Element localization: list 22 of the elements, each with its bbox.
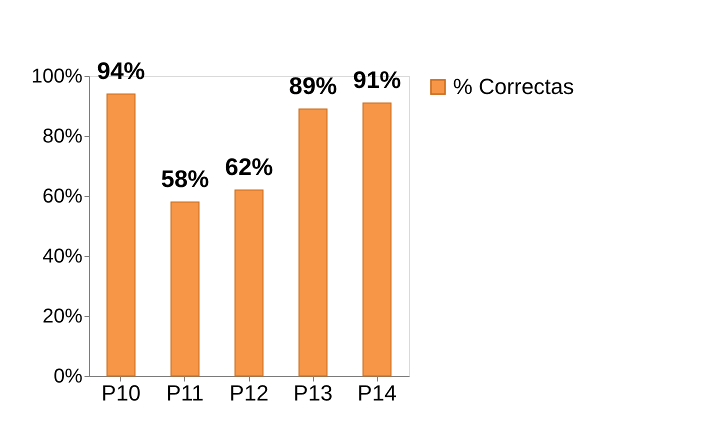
bar — [106, 94, 136, 376]
bar — [234, 190, 264, 376]
y-tick-label: 60% — [42, 186, 83, 208]
data-label: 62% — [224, 154, 274, 181]
data-label: 89% — [288, 73, 338, 100]
bar — [170, 202, 200, 376]
legend-label: % Correctas — [453, 74, 574, 99]
y-tick-label: 100% — [31, 66, 83, 88]
x-tick-label: P14 — [357, 380, 397, 406]
data-label: 58% — [160, 166, 210, 193]
bar — [298, 108, 328, 376]
y-tick-label: 0% — [54, 366, 83, 388]
y-tick-label: 40% — [42, 246, 83, 268]
x-tick-label: P13 — [293, 380, 333, 406]
x-tick-label: P12 — [229, 380, 269, 406]
bar — [362, 102, 392, 376]
data-label: 94% — [96, 58, 146, 85]
x-tick-label: P10 — [101, 380, 141, 406]
y-tick-label: 80% — [42, 126, 83, 148]
y-tick-label: 20% — [42, 306, 83, 328]
x-tick-label: P11 — [166, 380, 204, 406]
data-label: 91% — [352, 67, 402, 94]
